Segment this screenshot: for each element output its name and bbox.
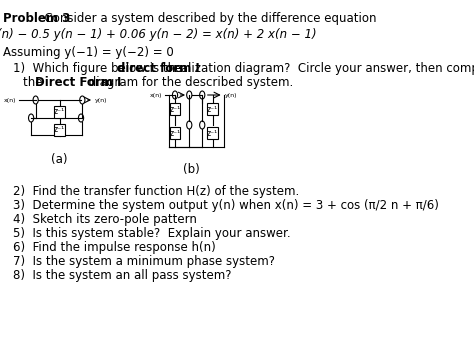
Text: 7)  Is the system a minimum phase system?: 7) Is the system a minimum phase system? [13,255,275,268]
Text: y(n) − 0.5 y(n − 1) + 0.06 y(n − 2) = x(n) + 2 x(n − 1): y(n) − 0.5 y(n − 1) + 0.06 y(n − 2) = x(… [0,28,317,41]
Text: realization diagram?  Circle your answer, then complete: realization diagram? Circle your answer,… [165,62,474,75]
Text: 8)  Is the system an all pass system?: 8) Is the system an all pass system? [13,269,231,282]
Text: x(n): x(n) [4,98,16,103]
Text: direct form I: direct form I [118,62,200,75]
Text: z⁻¹: z⁻¹ [169,105,181,114]
Text: (a): (a) [51,153,68,166]
Text: Problem 3: Problem 3 [3,12,71,25]
Text: x(n): x(n) [149,93,162,98]
Text: (b): (b) [183,163,200,176]
Text: diagram for the described system.: diagram for the described system. [85,76,293,89]
Bar [55,124,65,136]
Text: z⁻¹: z⁻¹ [207,129,218,137]
Text: 1)  Which figure below is the: 1) Which figure below is the [13,62,186,75]
Bar [55,106,65,118]
Text: Direct Form I: Direct Form I [35,76,121,89]
Text: z⁻¹: z⁻¹ [207,105,218,114]
Text: Consider a system described by the difference equation: Consider a system described by the diffe… [37,12,376,25]
Bar [208,103,218,115]
Text: 3)  Determine the system output y(n) when x(n) = 3 + cos (π/2 n + π/6): 3) Determine the system output y(n) when… [13,199,439,212]
Text: 6)  Find the impulse response h(n): 6) Find the impulse response h(n) [13,241,216,254]
Text: z⁻¹: z⁻¹ [54,126,65,134]
Text: y(n): y(n) [95,98,108,103]
Text: the: the [23,76,46,89]
Bar [208,127,218,139]
Text: 2)  Find the transfer function H(z) of the system.: 2) Find the transfer function H(z) of th… [13,185,299,198]
Text: 4)  Sketch its zero-pole pattern: 4) Sketch its zero-pole pattern [13,213,197,226]
Bar [170,103,180,115]
Text: z⁻¹: z⁻¹ [54,107,65,117]
Text: 5)  Is this system stable?  Explain your answer.: 5) Is this system stable? Explain your a… [13,227,291,240]
Text: Assuming y(−1) = y(−2) = 0: Assuming y(−1) = y(−2) = 0 [3,46,174,59]
Bar [170,127,180,139]
Text: y(n): y(n) [225,93,237,98]
Text: z⁻¹: z⁻¹ [169,129,181,137]
